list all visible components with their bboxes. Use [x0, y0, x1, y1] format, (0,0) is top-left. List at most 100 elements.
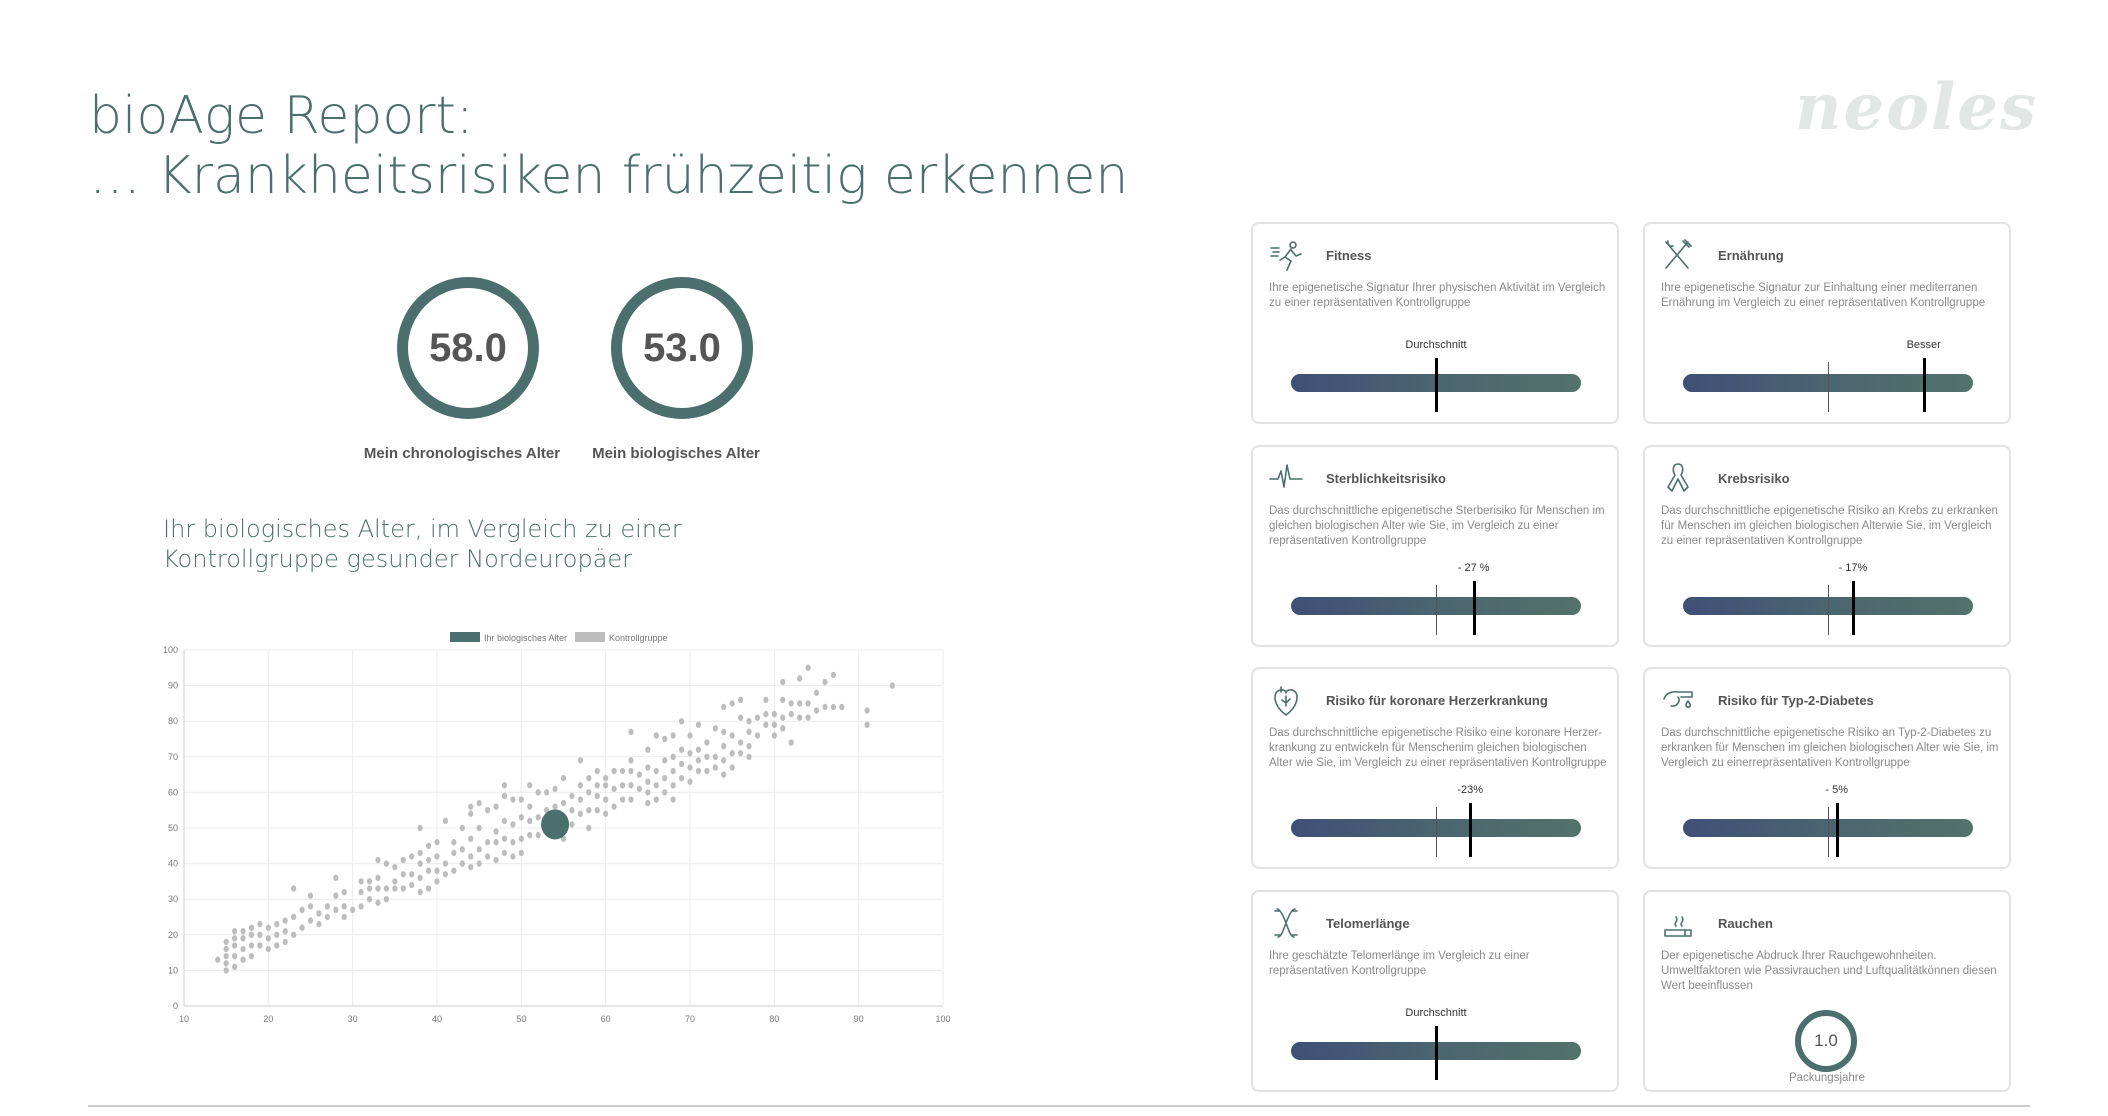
x-tick-label: 30	[348, 1014, 358, 1024]
control-point	[417, 860, 423, 867]
control-point	[653, 767, 659, 775]
control-point	[476, 799, 482, 807]
control-point	[248, 942, 255, 949]
control-point	[527, 782, 533, 789]
comparison-heading-line-2: Kontrollgruppe gesunder Nordeuropäer	[163, 545, 633, 573]
control-point	[670, 782, 676, 789]
control-point	[738, 714, 744, 721]
score-label: - 27 %	[1457, 562, 1490, 574]
control-point	[392, 885, 398, 892]
cutlery-icon	[1665, 239, 1692, 269]
control-point	[409, 871, 415, 878]
control-point	[291, 913, 297, 921]
control-point	[594, 782, 600, 789]
control-point	[223, 945, 229, 953]
control-point	[788, 710, 794, 718]
control-point	[518, 814, 524, 821]
y-tick-label: 90	[168, 681, 178, 691]
control-point	[232, 952, 238, 960]
control-point	[653, 782, 659, 789]
control-point	[265, 924, 271, 931]
control-point	[611, 785, 617, 793]
control-point	[527, 817, 533, 825]
control-point	[417, 874, 423, 882]
control-point	[425, 867, 432, 874]
control-point	[324, 913, 330, 921]
control-point	[712, 753, 718, 760]
heart-icon	[1274, 686, 1298, 716]
control-point	[662, 757, 668, 764]
control-point	[780, 714, 786, 721]
control-point	[628, 782, 634, 789]
control-point	[510, 839, 516, 846]
control-point	[409, 881, 415, 889]
control-point	[223, 960, 229, 967]
control-point	[577, 810, 583, 817]
control-point	[788, 739, 794, 746]
control-point	[485, 807, 491, 814]
x-tick-label: 50	[516, 1014, 526, 1024]
control-point	[400, 871, 406, 878]
control-point	[594, 792, 600, 800]
control-point	[805, 664, 811, 671]
control-point	[670, 753, 676, 760]
control-point	[451, 849, 457, 857]
control-point	[662, 735, 668, 743]
control-point	[771, 732, 777, 739]
control-point	[721, 703, 727, 711]
control-point	[603, 796, 609, 803]
legend-label-biological[interactable]: Ihr biologisches Alter	[484, 633, 567, 643]
control-point	[611, 767, 617, 775]
control-point	[645, 799, 651, 807]
control-point	[628, 728, 634, 736]
control-point	[383, 896, 389, 903]
score-label: Durchschnitt	[1405, 339, 1467, 351]
control-point	[341, 913, 347, 921]
chronological-age-label: Mein chronologisches Alter	[363, 445, 561, 462]
control-point	[333, 906, 339, 914]
control-point	[889, 682, 896, 689]
control-point	[434, 867, 440, 874]
control-point	[501, 792, 508, 800]
control-point	[468, 803, 474, 810]
control-point	[442, 860, 449, 867]
score-marker	[1922, 358, 1926, 412]
control-point	[485, 853, 491, 860]
control-point	[560, 799, 567, 807]
heartbeat-icon	[1269, 464, 1303, 488]
control-point	[560, 774, 567, 782]
control-point	[366, 878, 373, 885]
control-point	[712, 725, 718, 732]
control-point	[839, 703, 845, 711]
control-point	[358, 888, 364, 896]
control-point	[797, 700, 803, 707]
control-point	[442, 817, 449, 825]
x-tick-label: 40	[432, 1014, 442, 1024]
control-point	[738, 739, 744, 746]
control-point	[611, 803, 617, 810]
card-blood-drop: Risiko für Typ-2-Diabetes Das durchschni…	[1643, 667, 2011, 869]
control-point	[248, 952, 255, 960]
control-point	[687, 732, 693, 739]
card-title: Rauchen	[1718, 916, 1773, 931]
card-ribbon: Krebsrisiko Das durchschnittliche epigen…	[1643, 445, 2011, 647]
control-point	[535, 814, 541, 821]
control-point	[645, 789, 651, 796]
card-title: Fitness	[1326, 248, 1372, 263]
control-point	[813, 707, 820, 714]
control-point	[704, 753, 710, 760]
control-point	[425, 856, 432, 864]
legend-label-control[interactable]: Kontrollgruppe	[609, 633, 668, 643]
control-point	[451, 839, 457, 846]
control-point	[670, 732, 676, 739]
control-point	[687, 764, 693, 771]
average-line	[1828, 807, 1829, 857]
control-point	[265, 935, 271, 942]
cigarette-icon	[1664, 916, 1692, 937]
control-point	[232, 935, 238, 942]
score-label: Durchschnitt	[1405, 1007, 1467, 1019]
control-point	[248, 924, 255, 931]
control-point	[282, 928, 288, 935]
comparison-heading-line-1: Ihr biologisches Alter, im Vergleich zu …	[163, 515, 682, 543]
